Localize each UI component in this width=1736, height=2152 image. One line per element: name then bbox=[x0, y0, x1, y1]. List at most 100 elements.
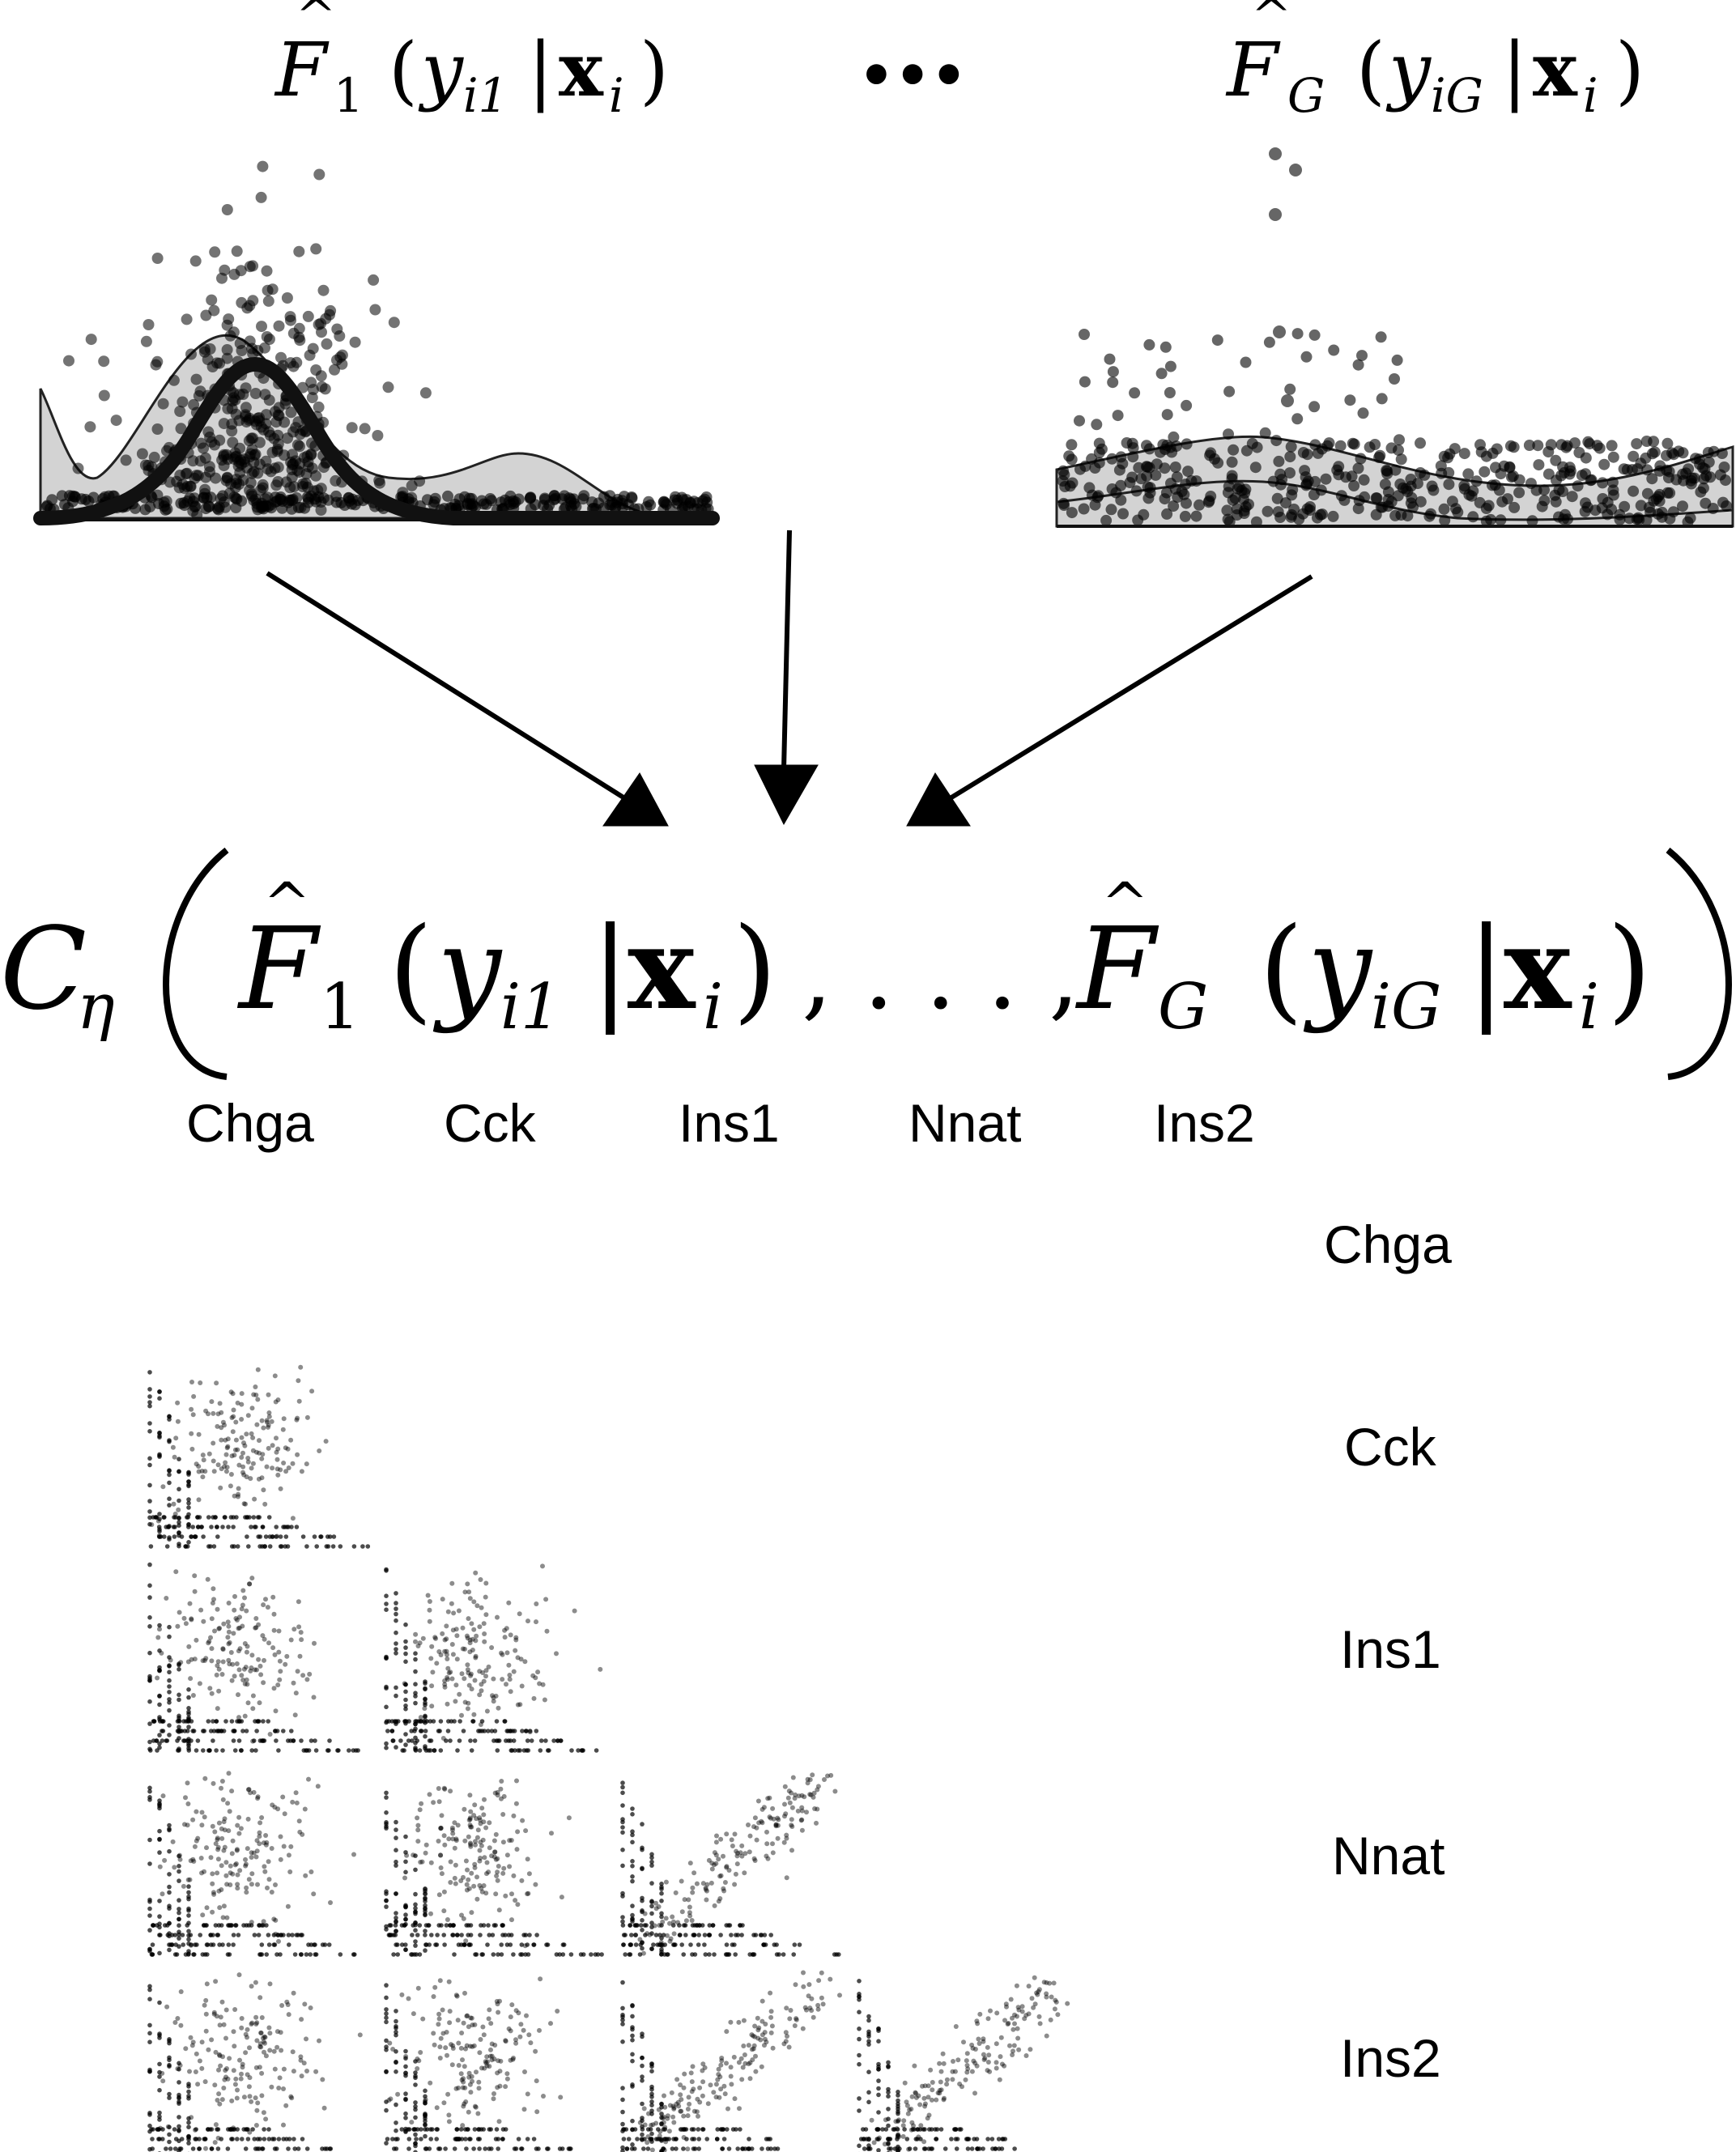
point bbox=[219, 1779, 225, 1784]
point bbox=[256, 1476, 262, 1482]
point bbox=[202, 1469, 208, 1474]
point bbox=[660, 1942, 666, 1948]
point bbox=[649, 2099, 654, 2104]
point bbox=[783, 2030, 789, 2035]
point bbox=[1415, 437, 1426, 449]
point bbox=[742, 1870, 747, 1876]
point bbox=[468, 1671, 474, 1677]
point bbox=[508, 1942, 513, 1947]
point bbox=[274, 1534, 279, 1539]
point bbox=[411, 1852, 416, 1858]
point bbox=[173, 1435, 179, 1441]
point bbox=[189, 1446, 195, 1452]
point bbox=[965, 2066, 971, 2072]
point bbox=[265, 466, 277, 478]
point bbox=[645, 1931, 650, 1937]
point bbox=[189, 501, 201, 513]
open-paren: ( bbox=[389, 27, 418, 113]
point bbox=[211, 1469, 217, 1474]
point bbox=[629, 1933, 634, 1937]
point bbox=[650, 2122, 656, 2128]
point bbox=[716, 2066, 721, 2072]
point bbox=[484, 2054, 490, 2060]
point bbox=[630, 2052, 635, 2057]
point bbox=[220, 2054, 225, 2060]
point bbox=[186, 2089, 191, 2095]
point bbox=[262, 1501, 268, 1507]
point bbox=[514, 1847, 520, 1852]
point bbox=[504, 1738, 508, 1743]
point bbox=[349, 336, 361, 348]
point bbox=[1496, 495, 1508, 508]
point bbox=[1508, 441, 1520, 453]
point bbox=[472, 1738, 478, 1743]
point bbox=[621, 1942, 626, 1947]
point bbox=[265, 1885, 270, 1890]
point bbox=[216, 1729, 222, 1733]
point bbox=[245, 1846, 250, 1852]
point bbox=[497, 1998, 502, 2004]
point bbox=[659, 1885, 664, 1890]
point bbox=[253, 2146, 258, 2151]
point bbox=[620, 1894, 625, 1899]
point bbox=[964, 2137, 969, 2141]
point bbox=[198, 1607, 204, 1613]
point bbox=[298, 1952, 304, 1957]
point bbox=[1273, 455, 1285, 467]
point bbox=[466, 2070, 472, 2076]
point bbox=[240, 1450, 245, 1456]
fitted-normal-curve bbox=[33, 356, 720, 525]
point bbox=[402, 1923, 407, 1928]
point bbox=[886, 2060, 891, 2065]
point bbox=[886, 2116, 891, 2121]
point bbox=[659, 1899, 664, 1903]
point bbox=[403, 1912, 408, 1917]
point bbox=[436, 1892, 442, 1898]
point bbox=[403, 2070, 408, 2076]
point bbox=[886, 2090, 891, 2095]
point bbox=[172, 1512, 178, 1516]
point bbox=[186, 1748, 192, 1753]
point bbox=[620, 2121, 625, 2127]
point bbox=[296, 1398, 302, 1404]
point bbox=[1172, 491, 1184, 503]
point bbox=[665, 2116, 670, 2121]
point bbox=[476, 2079, 482, 2085]
point bbox=[298, 1630, 304, 1635]
point bbox=[157, 1836, 162, 1842]
point bbox=[276, 1938, 281, 1944]
point bbox=[499, 1796, 504, 1801]
point bbox=[477, 1669, 483, 1674]
point bbox=[438, 2035, 444, 2041]
open-paren: ( bbox=[389, 904, 433, 1036]
point bbox=[177, 1469, 181, 1474]
point bbox=[436, 2022, 441, 2027]
point bbox=[291, 2137, 296, 2141]
point bbox=[721, 1853, 725, 1859]
point bbox=[336, 358, 348, 370]
point bbox=[1426, 480, 1438, 492]
point bbox=[620, 1790, 625, 1796]
point bbox=[504, 1942, 510, 1947]
point bbox=[477, 2050, 483, 2056]
point bbox=[896, 2098, 900, 2103]
point bbox=[202, 1814, 207, 1820]
point bbox=[623, 1952, 628, 1957]
point bbox=[285, 406, 297, 419]
point bbox=[177, 2067, 181, 2072]
point bbox=[147, 1509, 152, 1514]
point bbox=[653, 1933, 659, 1937]
point bbox=[445, 1917, 450, 1922]
point bbox=[1023, 2053, 1029, 2058]
point bbox=[1560, 441, 1572, 453]
point bbox=[941, 2097, 947, 2103]
point bbox=[227, 1661, 232, 1667]
point bbox=[274, 1435, 279, 1441]
point bbox=[700, 2068, 705, 2073]
point bbox=[746, 2061, 751, 2067]
point bbox=[403, 2054, 409, 2059]
point bbox=[189, 1738, 194, 1743]
point bbox=[439, 1871, 445, 1877]
point bbox=[641, 2106, 647, 2112]
point bbox=[894, 2126, 900, 2132]
